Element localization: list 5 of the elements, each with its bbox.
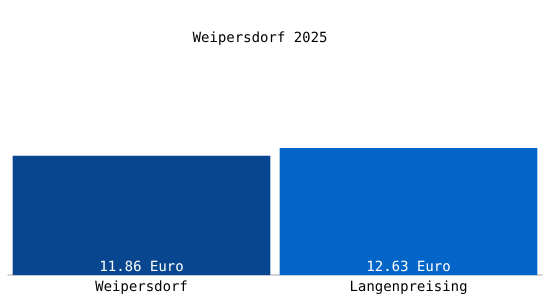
data-label: 12.63 Euro [366,258,451,275]
x-tick-label: Weipersdorf [95,279,188,296]
data-label: 11.86 Euro [99,258,184,275]
x-tick-label: Langenpreising [349,279,468,296]
chart-title: Weipersdorf 2025 [192,30,328,46]
